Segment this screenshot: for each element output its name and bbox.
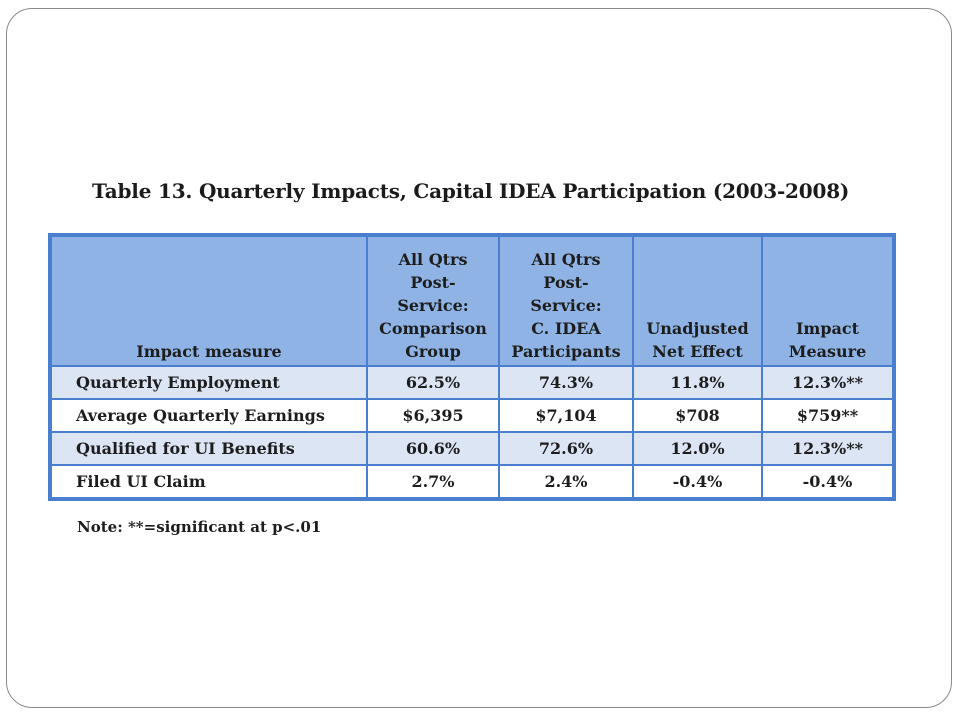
cell-unadjusted: -0.4% — [632, 464, 763, 499]
header-line: Post- — [543, 273, 589, 292]
header-line: Impact — [795, 319, 860, 338]
cell-comparison: 60.6% — [366, 431, 500, 466]
header-line: Net Effect — [652, 342, 743, 361]
header-line: Impact measure — [136, 342, 282, 361]
table-row: Filed UI Claim 2.7% 2.4% -0.4% -0.4% — [50, 464, 894, 499]
cell-impact: 12.3%** — [761, 365, 894, 400]
header-line: Measure — [788, 342, 867, 361]
header-line: All Qtrs — [531, 250, 601, 269]
header-impact-measure: Impact measure — [50, 235, 368, 367]
cell-comparison: 2.7% — [366, 464, 500, 499]
cell-measure: Average Quarterly Earnings — [50, 398, 368, 433]
cell-impact: 12.3%** — [761, 431, 894, 466]
significance-note: Note: **=significant at p<.01 — [77, 518, 322, 536]
table-row: Qualified for UI Benefits 60.6% 72.6% 12… — [50, 431, 894, 466]
header-unadjusted-net-effect: Unadjusted Net Effect — [632, 235, 763, 367]
header-line: Comparison — [379, 319, 487, 338]
header-participants: All Qtrs Post- Service: C. IDEA Participants — [498, 235, 634, 367]
cell-comparison: $6,395 — [366, 398, 500, 433]
table-row: Quarterly Employment 62.5% 74.3% 11.8% 1… — [50, 365, 894, 400]
header-row: Impact measure All Qtrs Post- Service: Comp… — [50, 235, 894, 367]
header-line: Service: — [530, 296, 602, 315]
cell-participants: 72.6% — [498, 431, 634, 466]
table-body: Quarterly Employment 62.5% 74.3% 11.8% 1… — [50, 365, 894, 499]
header-impact-measure-value: Impact Measure — [761, 235, 894, 367]
header-line: Unadjusted — [646, 319, 749, 338]
header-comparison-group: All Qtrs Post- Service: Comparison Group — [366, 235, 500, 367]
table-title: Table 13. Quarterly Impacts, Capital IDE… — [92, 179, 850, 203]
cell-unadjusted: $708 — [632, 398, 763, 433]
cell-unadjusted: 12.0% — [632, 431, 763, 466]
impacts-table: Impact measure All Qtrs Post- Service: Comp… — [48, 233, 896, 501]
header-line: Group — [405, 342, 461, 361]
cell-impact: $759** — [761, 398, 894, 433]
cell-participants: 74.3% — [498, 365, 634, 400]
cell-impact: -0.4% — [761, 464, 894, 499]
header-line: Participants — [511, 342, 621, 361]
cell-measure: Filed UI Claim — [50, 464, 368, 499]
header-line: C. IDEA — [531, 319, 601, 338]
cell-unadjusted: 11.8% — [632, 365, 763, 400]
cell-measure: Quarterly Employment — [50, 365, 368, 400]
cell-measure: Qualified for UI Benefits — [50, 431, 368, 466]
header-line: Post- — [410, 273, 456, 292]
cell-participants: 2.4% — [498, 464, 634, 499]
table-row: Average Quarterly Earnings $6,395 $7,104… — [50, 398, 894, 433]
header-line: All Qtrs — [398, 250, 468, 269]
cell-participants: $7,104 — [498, 398, 634, 433]
header-line: Service: — [397, 296, 469, 315]
cell-comparison: 62.5% — [366, 365, 500, 400]
